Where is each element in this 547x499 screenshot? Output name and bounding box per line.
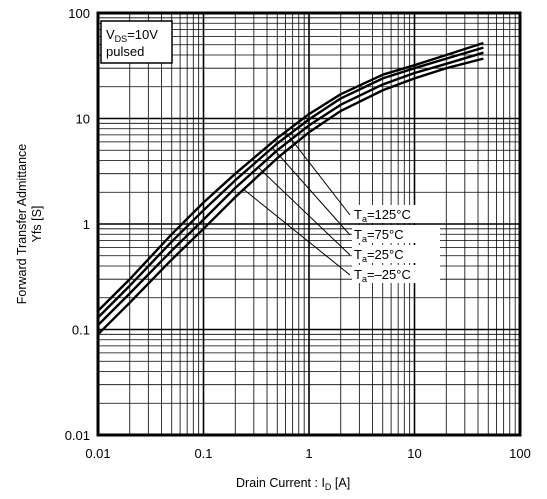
condition-box: VDS=10V pulsed <box>100 20 173 64</box>
series-label: Ta=125°C <box>354 207 411 224</box>
leader-line <box>285 131 351 216</box>
series-label-bg <box>352 245 440 263</box>
leader-line <box>243 188 351 276</box>
series-label-bg <box>352 205 440 223</box>
series-curve <box>97 57 484 336</box>
series-label: Ta=–25°C <box>354 267 411 284</box>
x-tick-label: 1 <box>305 446 312 461</box>
y-tick-label: 1 <box>83 217 90 232</box>
legend-leader-lines <box>243 131 351 276</box>
series-labels: Ta=125°C Ta=75°C Ta=25°C Ta=–25°C <box>352 205 440 284</box>
series-label: Ta=25°C <box>354 247 404 264</box>
y-axis-label-line2: Yfs [S] <box>30 206 44 243</box>
x-tick-label: 0.01 <box>85 446 110 461</box>
grid-lines <box>98 13 520 435</box>
y-axis-label: Forward Transfer Admittance Yfs [S] <box>15 144 44 305</box>
condition-box-border <box>100 20 173 64</box>
condition-pulsed: pulsed <box>106 44 144 59</box>
y-tick-label: 100 <box>68 6 90 21</box>
x-tick-label: 10 <box>407 446 421 461</box>
x-tick-label: 0.1 <box>194 446 212 461</box>
series-curve <box>97 51 484 326</box>
series-label-bg <box>352 225 440 243</box>
series-label-bg <box>352 265 440 283</box>
x-tick-labels: 0.01 0.1 1 10 100 <box>85 446 531 461</box>
x-tick-label: 100 <box>509 446 531 461</box>
leader-line <box>272 147 351 236</box>
y-tick-label: 10 <box>76 112 90 127</box>
plot-frame <box>96 11 522 437</box>
leader-line <box>257 166 351 256</box>
series-label: Ta=75°C <box>354 227 404 244</box>
x-axis-label: Drain Current : ID [A] <box>236 476 350 492</box>
y-tick-labels: 0.01 0.1 1 10 100 <box>65 6 90 443</box>
series-curve <box>97 46 484 319</box>
y-axis-label-line1: Forward Transfer Admittance <box>15 144 29 305</box>
y-tick-label: 0.1 <box>72 323 90 338</box>
y-tick-label: 0.01 <box>65 428 90 443</box>
condition-vds: VDS=10V <box>106 27 158 44</box>
series-curve <box>97 41 484 312</box>
curves <box>97 41 484 336</box>
